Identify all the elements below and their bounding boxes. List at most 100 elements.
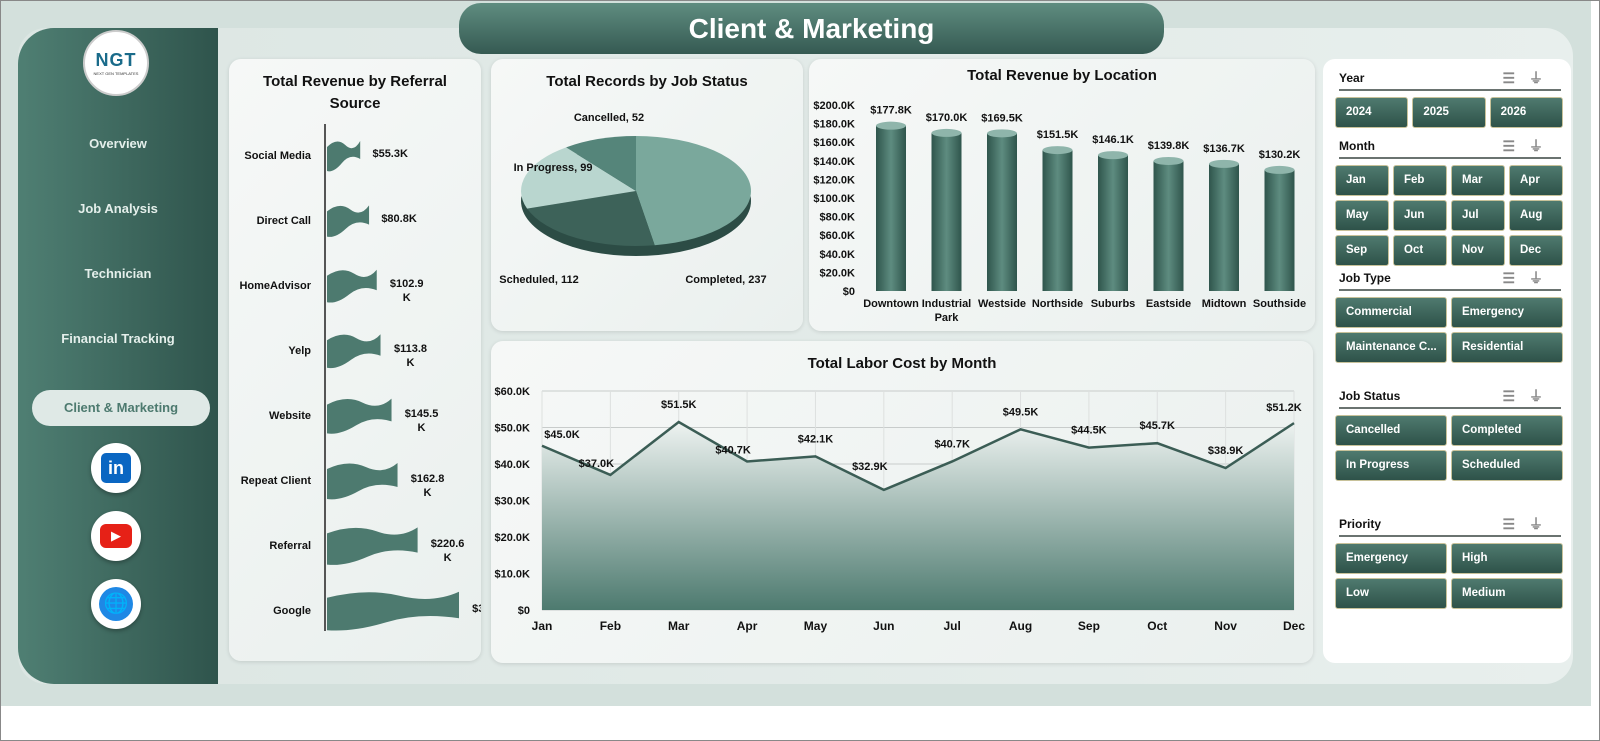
- slicer-button[interactable]: Commercial: [1335, 297, 1447, 328]
- slicer-button[interactable]: Aug: [1509, 200, 1563, 231]
- clear-filter-icon[interactable]: ⏚: [1529, 270, 1557, 286]
- multi-select-icon[interactable]: ☰: [1502, 388, 1529, 404]
- slicer-icons: ☰⏚: [1502, 513, 1557, 535]
- data-label: $80.8K: [381, 213, 417, 225]
- location-chart: $0 $20.0K $40.0K $60.0K $80.0K $100.0K $120.0K…: [813, 100, 1306, 324]
- y-tick-label: $10.0K: [495, 569, 531, 581]
- column-bar: [1264, 169, 1295, 291]
- slicer-header-job-type: Job Type ☰⏚: [1339, 267, 1561, 291]
- slicer-button[interactable]: Completed: [1451, 415, 1563, 446]
- referral-chart-card: Total Revenue by Referral Source Social …: [229, 59, 481, 661]
- flag-bar: [327, 205, 370, 237]
- column-top: [876, 121, 906, 130]
- y-tick-label: $60.0K: [495, 386, 531, 398]
- pie-slice: [636, 136, 751, 246]
- nav-financial-tracking[interactable]: Financial Tracking: [61, 331, 175, 346]
- slicer-title: Job Type: [1339, 271, 1391, 285]
- column-bar: [1209, 163, 1239, 291]
- youtube-button[interactable]: ▶: [91, 511, 141, 561]
- slicer-button[interactable]: Medium: [1451, 578, 1563, 609]
- x-tick-part: Northside: [1032, 298, 1083, 310]
- flag-bar: [327, 141, 361, 172]
- flag-bar: [327, 398, 392, 434]
- y-tick-label: $160.0K: [813, 137, 855, 149]
- pie-slice: [566, 136, 636, 191]
- slicer-button[interactable]: Apr: [1509, 165, 1563, 196]
- labor-chart: $0 $10.0K $20.0K $30.0K $40.0K $50.0K $60.0K Ja…: [495, 386, 1306, 633]
- slicer-button[interactable]: Scheduled: [1451, 450, 1563, 481]
- category-label: Direct Call: [257, 215, 311, 227]
- x-tick-label: Suburbs: [1091, 298, 1136, 310]
- x-tick-label: Southside: [1253, 298, 1306, 310]
- multi-select-icon[interactable]: ☰: [1502, 138, 1529, 154]
- slicer-button[interactable]: High: [1451, 543, 1563, 574]
- data-label: $32.9K: [852, 461, 888, 473]
- x-tick-label: Apr: [737, 619, 758, 633]
- y-tick-label: $200.0K: [813, 100, 855, 112]
- clear-filter-icon[interactable]: ⏚: [1529, 70, 1557, 86]
- slicer-button[interactable]: 2024: [1335, 97, 1409, 128]
- column-top: [1209, 159, 1239, 168]
- flag-bar: [327, 591, 459, 631]
- pie-label: Scheduled, 112: [499, 274, 578, 286]
- clear-filter-icon[interactable]: ⏚: [1529, 388, 1557, 404]
- data-label-part: $220.6: [431, 538, 465, 550]
- slicer-header-month: Month ☰⏚: [1339, 135, 1561, 159]
- slicer-button[interactable]: Low: [1335, 578, 1447, 609]
- column-bar: [1153, 160, 1184, 291]
- job-status-chart-card: Total Records by Job Status Completed, 2…: [491, 59, 803, 331]
- category-label: Social Media: [244, 150, 312, 162]
- slicer-button[interactable]: Nov: [1451, 235, 1505, 266]
- x-tick-part: Westside: [978, 298, 1026, 310]
- x-tick-label: Aug: [1009, 619, 1032, 633]
- slicer-button[interactable]: Sep: [1335, 235, 1389, 266]
- category-label: Google: [273, 605, 311, 617]
- nav-overview[interactable]: Overview: [89, 136, 147, 151]
- y-tick-label: $0: [843, 286, 855, 298]
- column-top: [1098, 151, 1128, 160]
- clear-filter-icon[interactable]: ⏚: [1529, 516, 1557, 532]
- data-label: $51.2K: [1266, 402, 1302, 414]
- x-tick-label: Oct: [1147, 619, 1167, 633]
- slicer-button[interactable]: 2026: [1489, 97, 1563, 128]
- slicer-button[interactable]: 2025: [1412, 97, 1486, 128]
- slicer-button[interactable]: Cancelled: [1335, 415, 1447, 446]
- data-label: $177.8K: [870, 105, 912, 117]
- data-label-part: $113.8: [394, 343, 427, 355]
- x-tick-part: Eastside: [1146, 298, 1191, 310]
- slicer-header-priority: Priority ☰⏚: [1339, 513, 1561, 537]
- x-tick-label: Nov: [1214, 619, 1237, 633]
- nav-technician[interactable]: Technician: [84, 266, 152, 281]
- clear-filter-icon[interactable]: ⏚: [1529, 138, 1557, 154]
- slicer-button[interactable]: Emergency: [1451, 297, 1563, 328]
- slicer-button[interactable]: Residential: [1451, 332, 1563, 363]
- slicer-button[interactable]: Jul: [1451, 200, 1505, 231]
- data-label: $45.0K: [544, 429, 580, 441]
- slicer-button[interactable]: In Progress: [1335, 450, 1447, 481]
- nav-job-analysis[interactable]: Job Analysis: [78, 201, 158, 216]
- data-label-part: K: [403, 292, 411, 304]
- slicer-button[interactable]: Dec: [1509, 235, 1563, 266]
- website-button[interactable]: 🌐: [91, 579, 141, 629]
- slicer-button[interactable]: May: [1335, 200, 1389, 231]
- slicer-header-year: Year ☰⏚: [1339, 67, 1561, 91]
- data-label: $45.7K: [1140, 420, 1176, 432]
- slicer-button[interactable]: Jun: [1393, 200, 1447, 231]
- y-tick-label: $50.0K: [495, 423, 531, 435]
- linkedin-button[interactable]: in: [91, 443, 141, 493]
- slicer-button[interactable]: Maintenance C...: [1335, 332, 1447, 363]
- nav-client-marketing[interactable]: Client & Marketing: [32, 390, 210, 426]
- slicer-button[interactable]: Oct: [1393, 235, 1447, 266]
- slicer-button[interactable]: Feb: [1393, 165, 1447, 196]
- multi-select-icon[interactable]: ☰: [1502, 270, 1529, 286]
- x-tick-part: Downtown: [863, 298, 919, 310]
- linkedin-icon: in: [101, 453, 131, 483]
- logo: NGT NEXT GEN TEMPLATES: [83, 30, 149, 96]
- slicer-button[interactable]: Emergency: [1335, 543, 1447, 574]
- slicer-button[interactable]: Jan: [1335, 165, 1389, 196]
- multi-select-icon[interactable]: ☰: [1502, 70, 1529, 86]
- slicer-button[interactable]: Mar: [1451, 165, 1505, 196]
- slicer-icons: ☰⏚: [1502, 67, 1557, 89]
- multi-select-icon[interactable]: ☰: [1502, 516, 1529, 532]
- column-top: [987, 129, 1017, 138]
